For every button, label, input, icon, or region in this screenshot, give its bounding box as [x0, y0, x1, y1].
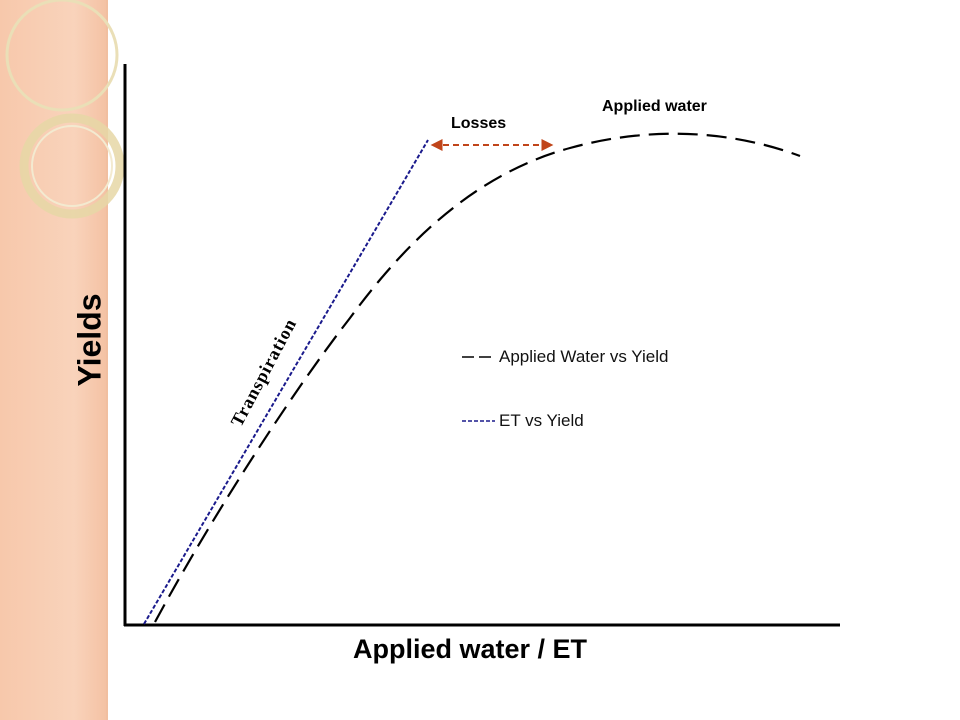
legend-label-et: ET vs Yield: [499, 411, 584, 430]
ring-large: [5, 0, 119, 112]
y-axis-label: Yields: [71, 293, 108, 387]
legend-label-applied-water: Applied Water vs Yield: [499, 347, 669, 366]
ring-medium: [19, 113, 125, 219]
x-axis-label: Applied water / ET: [352, 634, 588, 664]
et-line: [143, 139, 429, 625]
decorative-rings: [5, 0, 125, 219]
ring-medium-inner: [31, 125, 113, 207]
y-axis-label-wrap: Yields: [40, 240, 140, 440]
applied-water-annotation: Applied water: [602, 98, 707, 115]
applied-water-curve: [154, 132, 801, 623]
losses-annotation: Losses: [451, 115, 507, 132]
